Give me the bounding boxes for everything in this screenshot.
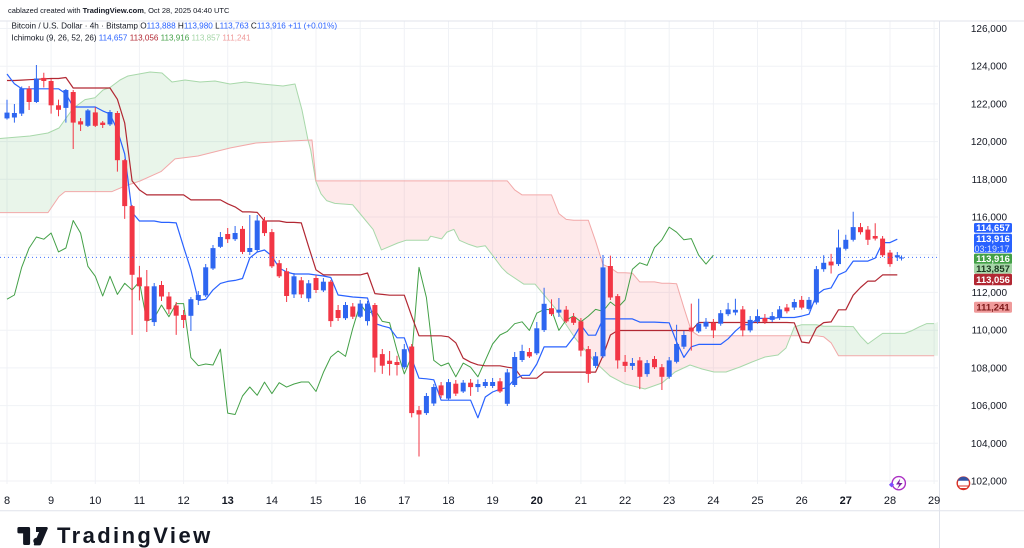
svg-text:13: 13 <box>222 495 234 507</box>
svg-text:29: 29 <box>928 495 940 507</box>
svg-text:22: 22 <box>619 495 631 507</box>
svg-text:03:19:17: 03:19:17 <box>974 244 1009 254</box>
svg-text:108,000: 108,000 <box>971 363 1008 374</box>
svg-text:116,000: 116,000 <box>972 213 1008 224</box>
svg-text:23: 23 <box>663 495 675 507</box>
svg-text:16: 16 <box>354 495 366 507</box>
svg-text:106,000: 106,000 <box>971 401 1008 412</box>
svg-text:126,000: 126,000 <box>971 24 1008 35</box>
svg-text:112,000: 112,000 <box>972 288 1008 299</box>
svg-text:25: 25 <box>751 495 763 507</box>
svg-text:104,000: 104,000 <box>971 439 1008 450</box>
svg-text:21: 21 <box>575 495 587 507</box>
svg-text:20: 20 <box>531 495 543 507</box>
svg-text:Bitcoin / U.S. Dollar · 4h · B: Bitcoin / U.S. Dollar · 4h · Bitstamp O1… <box>12 22 338 31</box>
svg-text:11: 11 <box>134 495 145 507</box>
svg-text:8: 8 <box>4 495 10 507</box>
svg-text:14: 14 <box>266 495 278 507</box>
svg-text:122,000: 122,000 <box>971 99 1008 110</box>
svg-text:12: 12 <box>177 495 189 507</box>
svg-text:15: 15 <box>310 495 322 507</box>
svg-text:10: 10 <box>89 495 101 507</box>
svg-text:110,000: 110,000 <box>972 326 1008 337</box>
svg-text:113,916: 113,916 <box>976 234 1010 245</box>
svg-text:113,916: 113,916 <box>976 254 1010 265</box>
svg-text:114,657: 114,657 <box>976 223 1010 234</box>
svg-text:102,000: 102,000 <box>971 477 1008 488</box>
svg-text:120,000: 120,000 <box>971 137 1008 148</box>
svg-text:27: 27 <box>840 495 852 507</box>
svg-text:cablazed created with TradingV: cablazed created with TradingView.com, O… <box>8 6 230 15</box>
svg-text:24: 24 <box>707 495 719 507</box>
svg-text:28: 28 <box>884 495 896 507</box>
svg-text:113,857: 113,857 <box>976 264 1010 275</box>
svg-text:113,056: 113,056 <box>976 275 1010 286</box>
svg-text:19: 19 <box>486 495 498 507</box>
svg-text:9: 9 <box>48 495 54 507</box>
svg-text:17: 17 <box>398 495 410 507</box>
svg-text:Ichimoku (9, 26, 52, 26) 114,6: Ichimoku (9, 26, 52, 26) 114,657 113,056… <box>12 34 251 43</box>
svg-text:18: 18 <box>442 495 454 507</box>
svg-text:118,000: 118,000 <box>972 175 1008 186</box>
svg-text:TradingView: TradingView <box>57 523 213 548</box>
svg-text:124,000: 124,000 <box>971 62 1008 73</box>
svg-text:111,241: 111,241 <box>976 303 1010 314</box>
svg-text:26: 26 <box>796 495 808 507</box>
